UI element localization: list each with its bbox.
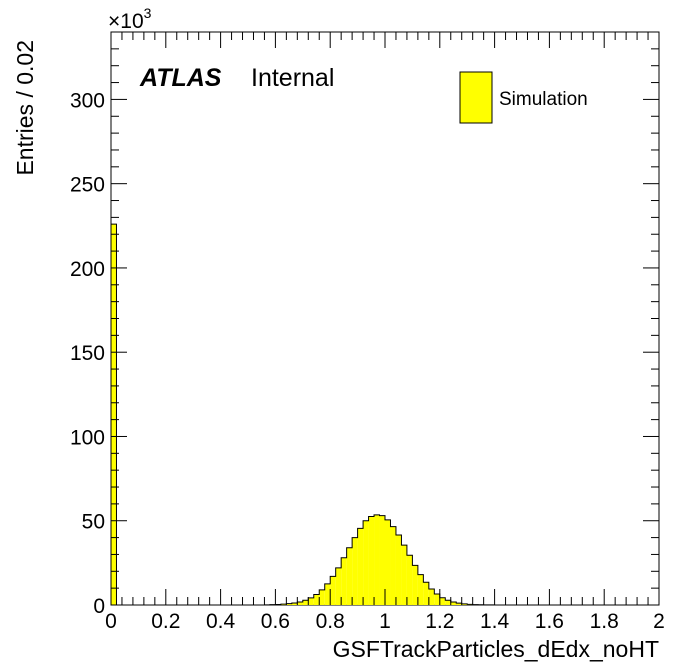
y-tick-label: 300 <box>70 89 105 112</box>
x-axis-ticks: 0 0.2 0.4 0.6 0.8 1 1.2 1.4 1.6 1.8 2 <box>105 32 665 633</box>
x-tick-label: 0.2 <box>151 610 180 633</box>
histogram-bar <box>346 547 353 605</box>
histogram-bar <box>374 514 380 605</box>
histogram-bar <box>450 601 457 605</box>
histogram-bar <box>308 597 314 605</box>
histogram-bar <box>417 574 424 605</box>
x-axis-title: GSFTrackParticles_dEdx_noHT <box>333 636 659 662</box>
y-multiplier-label: ×103 <box>108 5 152 33</box>
x-tick-label: 0 <box>105 610 117 633</box>
histogram-bar <box>313 594 320 605</box>
y-axis-ticks: 0 50 100 150 200 250 300 <box>70 31 659 618</box>
histogram-outline <box>110 223 659 606</box>
legend-label-simulation: Simulation <box>499 89 588 110</box>
histogram-bar <box>439 597 446 605</box>
histogram-bar <box>456 603 462 605</box>
y-tick-label: 50 <box>82 511 105 534</box>
x-tick-label: 1.6 <box>535 610 564 633</box>
histogram-bar <box>423 582 429 605</box>
x-tick-label: 1.2 <box>425 610 454 633</box>
y-tick-label: 250 <box>70 174 105 197</box>
histogram-bar <box>445 600 451 605</box>
histogram-bar <box>297 601 303 605</box>
histogram-bar <box>324 583 331 605</box>
histogram-bar <box>357 528 364 605</box>
histogram-bar <box>406 555 413 605</box>
histogram-bar <box>335 567 342 605</box>
histogram-bar <box>428 588 435 605</box>
histogram-bar <box>461 603 468 605</box>
y-tick-label: 100 <box>70 426 105 449</box>
atlas-label: ATLAS <box>139 64 222 92</box>
histogram-bar <box>341 557 347 605</box>
histogram-bar <box>330 576 336 605</box>
x-tick-label: 0.6 <box>261 610 290 633</box>
x-tick-label: 2 <box>653 610 665 633</box>
internal-label: Internal <box>251 64 334 92</box>
x-tick-label: 1.4 <box>480 610 510 633</box>
histogram-bar <box>368 516 375 605</box>
histogram-bar <box>302 600 309 605</box>
x-tick-label: 1.8 <box>590 610 619 633</box>
histogram-bar <box>379 515 385 605</box>
histogram-bar <box>286 603 292 605</box>
histogram-bar <box>352 537 358 605</box>
y-axis-title: Entries / 0.02 <box>12 40 38 176</box>
histogram-bar <box>385 519 391 605</box>
histogram-bar <box>390 526 396 605</box>
histogram-bar <box>291 602 298 605</box>
histogram-bar <box>412 565 418 605</box>
y-tick-label: 150 <box>70 342 105 365</box>
legend-swatch-simulation <box>459 71 493 124</box>
y-tick-label: 0 <box>93 595 105 618</box>
histogram-bar <box>395 535 402 605</box>
x-tick-label: 0.8 <box>316 610 345 633</box>
histogram-bar <box>319 589 325 605</box>
y-tick-label: 200 <box>70 258 105 281</box>
histogram-bar <box>434 594 440 605</box>
plot-frame <box>110 31 660 606</box>
histogram-bar <box>111 224 117 605</box>
x-tick-label: 0.4 <box>206 610 236 633</box>
histogram-bar <box>363 520 369 605</box>
histogram-bars <box>111 224 495 605</box>
x-tick-label: 1 <box>379 610 391 633</box>
histogram-bar <box>401 545 407 605</box>
